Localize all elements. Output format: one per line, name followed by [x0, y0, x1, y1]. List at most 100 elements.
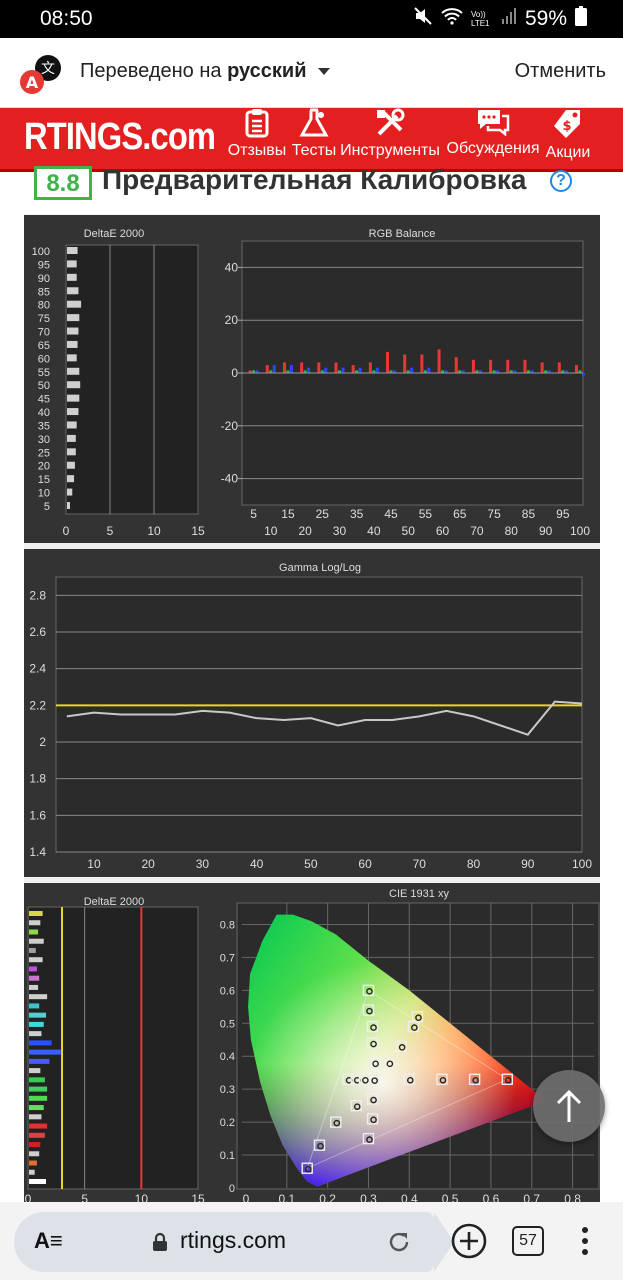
cie-measured-point	[333, 1119, 341, 1127]
rgb-bar	[406, 370, 410, 373]
browser-toolbar: A≡ rtings.com 57	[0, 1202, 623, 1280]
site-logo[interactable]: RTINGS.com	[24, 116, 216, 158]
wifi-icon	[441, 7, 463, 31]
nav-item-tools[interactable]: Инструменты	[338, 108, 442, 160]
deltae-color-bar	[29, 1095, 48, 1101]
rgb-bar	[437, 349, 441, 373]
deltae-bar	[67, 354, 77, 362]
price-tag-icon: $	[554, 110, 580, 138]
address-bar[interactable]: A≡ rtings.com	[14, 1212, 454, 1272]
cie-measured-point	[406, 1076, 414, 1084]
cie-measured-point	[371, 1077, 378, 1084]
url-text[interactable]: rtings.com	[180, 1227, 287, 1253]
rgb-xtick: 50	[402, 524, 416, 538]
cie-measured-point	[370, 1024, 377, 1031]
deltae-bar	[67, 475, 75, 483]
deltae-color-plot-area	[27, 906, 199, 1190]
cancel-translation-button[interactable]: Отменить	[514, 60, 606, 82]
deltae-bar	[67, 434, 76, 442]
deltae-bar	[67, 273, 77, 281]
cie-measured-point	[366, 988, 373, 995]
deltae-xtick: 5	[107, 524, 114, 538]
cie-target-square	[366, 1037, 379, 1049]
deltae-bar	[67, 381, 81, 389]
cie-target-square	[395, 1040, 407, 1053]
cie-xtick: 0.1	[278, 1192, 295, 1205]
rgb-xtick: 70	[470, 524, 484, 538]
nav-item-deals[interactable]: $ Акции	[542, 108, 594, 162]
cie-xtick: 0.8	[564, 1192, 581, 1205]
rgb-bar	[307, 367, 311, 373]
section-heading: 8.8 Предварительная Калибровка ?	[24, 164, 600, 214]
rgb-bar	[575, 365, 578, 373]
tab-count-button[interactable]: 57	[512, 1226, 544, 1256]
cie-ytick: 0.2	[220, 1117, 235, 1129]
deltae-bar	[67, 394, 80, 402]
cie-target-square	[366, 1113, 379, 1125]
rgb-bar	[423, 370, 427, 373]
cie-xtick: 0.3	[360, 1192, 377, 1205]
grayscale-chart-panel: DeltaE 2000 100 95 90 85 80 75 70 65 60 55 50 45 40 3…	[24, 215, 600, 543]
gamma-xtick: 40	[250, 857, 264, 871]
rgb-bar	[334, 362, 338, 373]
gamma-chart-title: Gamma Log/Log	[279, 562, 361, 574]
language-name: русский	[227, 60, 307, 82]
scroll-to-top-button[interactable]	[533, 1070, 605, 1142]
nav-item-discussions[interactable]: Обсуждения	[444, 108, 542, 158]
deltae-bar	[67, 340, 78, 348]
rgb-xtick: 35	[350, 507, 364, 521]
reader-mode-icon[interactable]: A≡	[34, 1228, 63, 1253]
help-icon[interactable]: ?	[550, 170, 572, 192]
cie-measured-point	[366, 1007, 373, 1015]
deltae-ytick: 45	[38, 394, 50, 406]
translated-to-text[interactable]: Переведено на русский	[80, 60, 331, 83]
rgb-xtick: 65	[453, 507, 467, 521]
rgb-xtick: 100	[570, 524, 590, 538]
cie-xtick: 0	[243, 1192, 250, 1205]
rgb-bar	[375, 367, 379, 373]
cie-measured-point	[415, 1014, 422, 1022]
rgb-bar	[410, 367, 414, 373]
rgb-bar	[252, 370, 256, 373]
deltae-color-xtick: 10	[135, 1192, 149, 1205]
nav-item-reviews[interactable]: Отзывы	[226, 108, 288, 160]
rgb-bar	[289, 365, 293, 373]
rgb-bar	[286, 370, 290, 373]
cie-ytick: 0	[229, 1183, 235, 1195]
deltae-color-xtick: 15	[191, 1192, 205, 1205]
deltae-ytick: 85	[38, 286, 50, 298]
reload-icon[interactable]	[386, 1229, 412, 1260]
rgb-xtick: 10	[264, 524, 278, 538]
rgb-xtick: 25	[316, 507, 330, 521]
cie-target-square	[330, 1116, 342, 1128]
gamma-plot-area	[55, 576, 583, 853]
deltae-color-bar	[29, 1142, 41, 1148]
rgb-bar	[513, 370, 517, 373]
deltae-color-bar	[29, 920, 41, 926]
cie-target-square	[358, 1073, 371, 1085]
gamma-chart: Gamma Log/Log 2.8 2.6 2.4 2.2 2 1.8 1.6 1.4 10 2…	[29, 562, 592, 871]
cie-horseshoe-white	[248, 914, 547, 1187]
rgb-ytick: -40	[221, 472, 239, 486]
deltae-ytick: 50	[38, 380, 50, 392]
tools-icon	[377, 108, 405, 136]
site-header: RTINGS.com Отзывы Тесты Инструменты Обсу…	[0, 108, 623, 172]
gamma-xtick: 70	[413, 857, 427, 871]
rgb-xtick: 90	[539, 524, 553, 538]
new-tab-icon[interactable]	[450, 1222, 488, 1265]
deltae-color-xtick: 5	[81, 1192, 88, 1205]
deltae-bar	[67, 300, 82, 308]
status-time: 08:50	[40, 7, 93, 30]
cie-measured-point	[439, 1076, 447, 1084]
cie-target-square	[367, 1073, 380, 1086]
gamma-xtick: 30	[196, 857, 210, 871]
rgb-bar	[255, 370, 259, 373]
nav-item-tests[interactable]: Тесты	[290, 108, 338, 160]
rgb-bar	[355, 370, 359, 373]
network-label: Vo)) LTE1	[470, 10, 490, 28]
deltae-ytick: 5	[44, 501, 50, 513]
more-options-icon[interactable]	[580, 1226, 590, 1261]
cie-measured-point	[366, 1136, 373, 1143]
rgb-chart-title: RGB Balance	[369, 228, 436, 240]
